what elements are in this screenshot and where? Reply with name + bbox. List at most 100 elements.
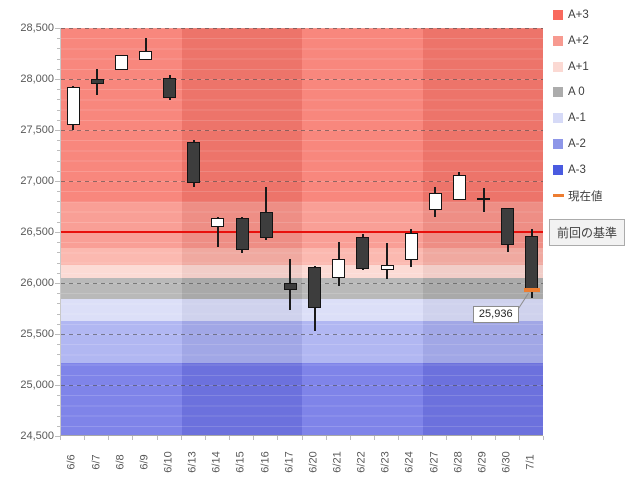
x-axis-tick <box>204 436 206 440</box>
x-axis-label: 6/29 <box>476 451 489 473</box>
y-axis-minor-tick <box>57 415 60 417</box>
y-axis-label: 24,500 <box>20 430 54 442</box>
y-axis-label: 28,000 <box>20 73 54 85</box>
y-axis-minor-tick <box>57 344 60 346</box>
legend-swatch-icon <box>553 164 563 175</box>
x-axis-tick <box>398 436 400 440</box>
y-axis-major-tick <box>55 334 60 335</box>
y-axis-major-tick <box>55 79 60 80</box>
y-axis-label: 25,000 <box>20 379 54 391</box>
background-band <box>61 264 543 278</box>
y-axis-minor-tick <box>57 201 60 203</box>
background-band <box>61 248 543 265</box>
candle-body-6/21 <box>332 258 346 279</box>
y-axis-minor-tick <box>57 211 60 213</box>
current-value-dash-icon <box>553 194 564 198</box>
gridline <box>61 181 543 182</box>
y-axis-minor-tick <box>57 150 60 152</box>
legend-label: A-2 <box>568 138 586 150</box>
legend-label: A+3 <box>568 9 589 21</box>
x-axis-tick <box>325 436 327 440</box>
y-axis-major-tick <box>55 385 60 386</box>
x-axis-label: 6/8 <box>114 454 127 470</box>
candle-body-6/9 <box>139 51 153 61</box>
legend-swatch-icon <box>553 87 563 98</box>
background-band <box>61 202 543 249</box>
gridline <box>61 130 543 131</box>
legend-swatch-icon <box>553 139 563 149</box>
candle-body-6/22 <box>356 236 370 270</box>
candle-body-6/17 <box>283 283 297 291</box>
x-axis-label: 6/14 <box>210 451 223 473</box>
y-axis-minor-tick <box>57 354 60 356</box>
x-axis-tick <box>470 436 472 440</box>
gridline <box>61 334 543 335</box>
y-axis-minor-tick <box>57 293 60 295</box>
x-axis-label: 6/16 <box>259 451 272 473</box>
y-axis-label: 25,500 <box>20 328 54 340</box>
x-axis-tick <box>108 436 110 440</box>
legend-label: A 0 <box>568 86 585 99</box>
y-axis-label: 27,500 <box>20 124 54 136</box>
y-axis-minor-tick <box>57 364 60 366</box>
x-axis-label: 6/9 <box>138 454 151 470</box>
x-axis-tick <box>132 436 134 440</box>
y-axis-minor-tick <box>57 395 60 397</box>
x-axis-label: 6/27 <box>428 451 441 473</box>
x-axis-tick <box>60 436 61 440</box>
x-axis-label: 6/17 <box>283 451 296 473</box>
legend-swatch-icon <box>553 35 563 46</box>
legend-swatch-icon <box>553 61 563 72</box>
candle-body-6/27 <box>428 193 442 211</box>
y-axis-minor-tick <box>57 252 60 254</box>
y-axis-minor-tick <box>57 221 60 223</box>
legend-item-A-1: A-1 <box>553 111 586 125</box>
x-axis-label: 6/21 <box>331 451 344 473</box>
y-axis-minor-tick <box>57 170 60 172</box>
y-axis-minor-tick <box>57 119 60 121</box>
y-axis-major-tick <box>55 232 60 233</box>
background-band <box>61 299 543 322</box>
y-axis-label: 26,500 <box>20 226 54 238</box>
y-axis-minor-tick <box>57 272 60 274</box>
candle-wick <box>386 242 389 280</box>
y-axis-label: 27,000 <box>20 175 54 187</box>
x-axis-label: 6/10 <box>162 451 175 473</box>
previous-baseline-label: 前回の基準 <box>549 219 626 246</box>
legend-item-A-2: A-2 <box>553 137 586 151</box>
legend-item-A+3: A+3 <box>553 8 589 22</box>
x-axis-label: 6/6 <box>66 454 79 470</box>
legend-item-A+1: A+1 <box>553 60 589 74</box>
legend-swatch-icon <box>553 10 563 20</box>
legend-label: A+1 <box>568 60 589 73</box>
candle-body-6/6 <box>66 86 80 125</box>
plot-area[interactable] <box>60 28 543 436</box>
y-axis-major-tick <box>55 181 60 182</box>
x-axis-tick <box>253 436 255 440</box>
gridline <box>61 28 543 29</box>
gridline <box>61 385 543 386</box>
y-axis-minor-tick <box>57 140 60 142</box>
y-axis-minor-tick <box>57 303 60 305</box>
x-axis-label: 6/15 <box>235 451 248 473</box>
current-value-annotation: 25,936 <box>472 305 519 323</box>
x-axis-tick <box>518 436 520 440</box>
candle-body-6/30 <box>501 208 515 245</box>
candle-body-6/13 <box>187 141 201 184</box>
legend-label: A-1 <box>568 112 586 125</box>
x-axis-tick <box>543 436 544 440</box>
x-axis-label: 6/13 <box>186 451 199 473</box>
candle-body-6/29 <box>477 197 491 201</box>
x-axis-tick <box>301 436 303 440</box>
y-axis-minor-tick <box>57 242 60 244</box>
x-axis-tick <box>229 436 231 440</box>
x-axis-tick <box>494 436 496 440</box>
y-axis-minor-tick <box>57 323 60 325</box>
legend-label: 現在値 <box>568 190 603 203</box>
candle-body-6/28 <box>452 174 466 200</box>
gridline <box>61 283 543 284</box>
legend-item-A+2: A+2 <box>553 34 589 48</box>
current-value-marker <box>523 287 540 292</box>
y-axis-minor-tick <box>57 160 60 162</box>
